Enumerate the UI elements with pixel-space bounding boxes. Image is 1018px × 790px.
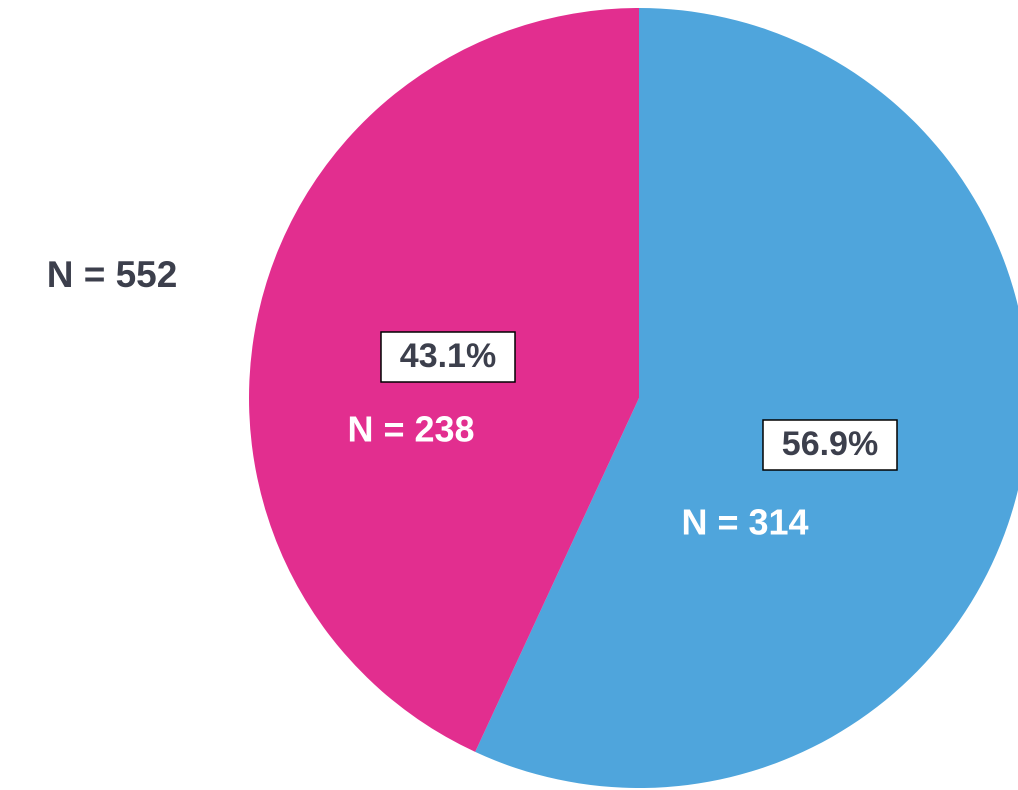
pie-slice	[475, 8, 1018, 788]
segment-label: N = 314	[681, 502, 808, 543]
value-label: 56.9%	[782, 425, 878, 463]
value-label: 43.1%	[400, 337, 496, 375]
value-label-box	[380, 331, 516, 383]
segment-label: N = 238	[347, 409, 474, 450]
value-label-box	[762, 419, 898, 471]
total-label: N = 552	[47, 254, 178, 295]
